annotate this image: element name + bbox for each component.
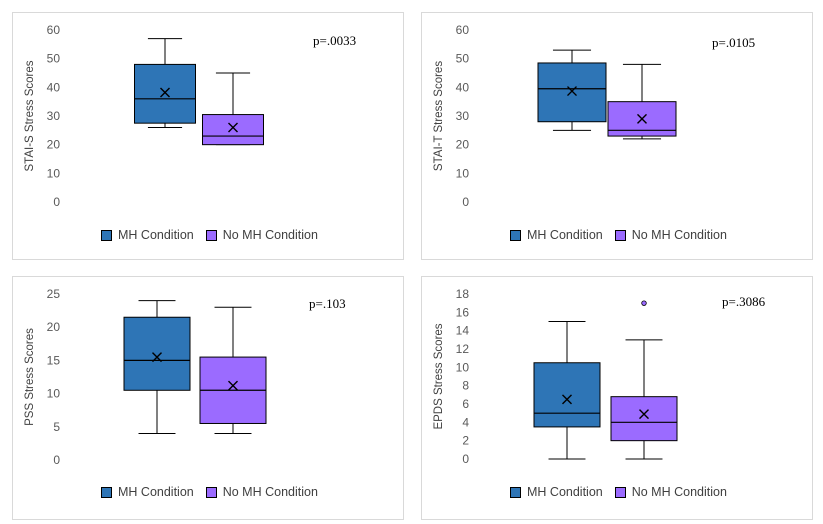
legend-item-mh: MH Condition bbox=[101, 485, 194, 499]
mean-marker-stroke bbox=[160, 87, 170, 98]
y-tick-label: 25 bbox=[47, 287, 61, 301]
legend-swatch-no-mh bbox=[205, 229, 217, 241]
mean-marker bbox=[567, 86, 577, 97]
p-value-annotation: p=.103 bbox=[309, 296, 346, 311]
outlier-point bbox=[641, 300, 647, 306]
pss-chart-panel: 0 5 10 15 20 25 PSS Stress Scores p=.103 MH Con… bbox=[12, 276, 404, 520]
y-tick-label: 2 bbox=[462, 434, 469, 448]
legend-swatch-mh bbox=[510, 229, 521, 241]
y-tick-label: 6 bbox=[462, 397, 469, 411]
y-tick-label: 20 bbox=[47, 138, 61, 152]
mean-marker bbox=[562, 394, 572, 405]
y-tick-label: 50 bbox=[456, 52, 470, 66]
box-iqr bbox=[134, 63, 196, 124]
legend-label-mh: MH Condition bbox=[527, 228, 603, 242]
box-iqr bbox=[610, 396, 678, 442]
y-axis-label: STAI-T Stress Scores bbox=[433, 61, 445, 171]
y-tick-label: 20 bbox=[456, 138, 470, 152]
box-iqr bbox=[202, 114, 264, 146]
legend-label-no-mh: No MH Condition bbox=[631, 485, 727, 499]
y-tick-label: 60 bbox=[47, 23, 61, 37]
y-tick-label: 8 bbox=[462, 379, 469, 393]
y-tick-label: 16 bbox=[456, 305, 470, 319]
y-tick-label: 30 bbox=[456, 109, 470, 123]
box-iqr bbox=[537, 62, 607, 123]
p-value-annotation: p=.0033 bbox=[313, 33, 356, 48]
epds-chart: 0 2 4 6 8 10 12 14 16 18 EPDS Stress Scores p=.3086 bbox=[433, 287, 766, 466]
y-tick-label: 30 bbox=[47, 109, 61, 123]
mean-marker bbox=[637, 113, 647, 124]
legend-label-mh: MH Condition bbox=[118, 228, 194, 242]
y-tick-label: 60 bbox=[456, 23, 470, 37]
stai-t-chart-panel: 0 10 20 30 40 50 60 STAI-T Stress Scores p=.0105… bbox=[421, 12, 813, 260]
y-tick-label: 0 bbox=[53, 195, 60, 209]
y-tick-label: 10 bbox=[47, 387, 61, 401]
legend-swatch-no-mh bbox=[205, 486, 217, 498]
mean-marker bbox=[152, 352, 162, 363]
stai-t-legend: MH Condition No MH Condition bbox=[510, 228, 739, 242]
legend-label-mh: MH Condition bbox=[118, 485, 194, 499]
y-tick-label: 14 bbox=[456, 324, 470, 338]
mean-marker bbox=[160, 87, 170, 98]
y-tick-label: 12 bbox=[456, 342, 470, 356]
p-value-annotation: p=.3086 bbox=[722, 294, 766, 309]
y-tick-label: 20 bbox=[47, 320, 61, 334]
legend-item-mh: MH Condition bbox=[510, 228, 603, 242]
legend-label-mh: MH Condition bbox=[527, 485, 603, 499]
legend-label-no-mh: No MH Condition bbox=[222, 485, 318, 499]
y-axis-label: PSS Stress Scores bbox=[24, 328, 36, 426]
stai-s-chart-panel: 0 10 20 30 40 50 60 STAI-S Stress Scores p=.0033… bbox=[12, 12, 404, 260]
epds-chart-panel: 0 2 4 6 8 10 12 14 16 18 EPDS Stress Scores p=.3086… bbox=[421, 276, 813, 520]
legend-item-mh: MH Condition bbox=[510, 485, 603, 499]
y-tick-label: 10 bbox=[456, 166, 470, 180]
y-tick-label: 40 bbox=[456, 80, 470, 94]
y-tick-label: 0 bbox=[462, 452, 469, 466]
mean-marker-stroke bbox=[228, 122, 238, 133]
legend-label-no-mh: No MH Condition bbox=[631, 228, 727, 242]
y-axis-label: STAI-S Stress Scores bbox=[24, 60, 36, 171]
mean-marker bbox=[639, 409, 649, 420]
mean-marker-stroke bbox=[567, 86, 577, 97]
y-tick-label: 10 bbox=[456, 360, 470, 374]
legend-item-mh: MH Condition bbox=[101, 228, 194, 242]
y-tick-label: 4 bbox=[462, 415, 469, 429]
legend-swatch-mh bbox=[101, 486, 112, 498]
mean-marker-stroke bbox=[152, 352, 162, 363]
legend-swatch-mh bbox=[101, 229, 112, 241]
mean-marker-stroke bbox=[562, 394, 572, 405]
epds-legend: MH Condition No MH Condition bbox=[510, 485, 739, 499]
mean-marker-stroke bbox=[228, 380, 238, 391]
y-tick-label: 40 bbox=[47, 80, 61, 94]
pss-chart: 0 5 10 15 20 25 PSS Stress Scores p=.103 bbox=[24, 287, 346, 467]
mean-marker bbox=[228, 122, 238, 133]
box-iqr bbox=[123, 316, 191, 391]
y-tick-label: 18 bbox=[456, 287, 470, 301]
y-tick-label: 0 bbox=[462, 195, 469, 209]
mean-marker bbox=[228, 380, 238, 391]
stai-s-chart: 0 10 20 30 40 50 60 STAI-S Stress Scores p=.0033 bbox=[24, 23, 356, 209]
y-tick-label: 15 bbox=[47, 353, 61, 367]
legend-item-no-mh: No MH Condition bbox=[614, 485, 727, 499]
legend-swatch-mh bbox=[510, 486, 521, 498]
legend-label-no-mh: No MH Condition bbox=[222, 228, 318, 242]
legend-item-no-mh: No MH Condition bbox=[614, 228, 727, 242]
y-tick-label: 50 bbox=[47, 52, 61, 66]
y-tick-label: 10 bbox=[47, 166, 61, 180]
stai-t-chart: 0 10 20 30 40 50 60 STAI-T Stress Scores p=.0105 bbox=[433, 23, 755, 209]
y-tick-label: 0 bbox=[53, 453, 60, 467]
pss-legend: MH Condition No MH Condition bbox=[101, 485, 330, 499]
legend-swatch-no-mh bbox=[614, 229, 626, 241]
mean-marker-stroke bbox=[639, 409, 649, 420]
stai-s-legend: MH Condition No MH Condition bbox=[101, 228, 330, 242]
y-tick-label: 5 bbox=[53, 420, 60, 434]
y-axis-label: EPDS Stress Scores bbox=[433, 323, 445, 429]
mean-marker-stroke bbox=[637, 113, 647, 124]
legend-item-no-mh: No MH Condition bbox=[205, 485, 318, 499]
p-value-annotation: p=.0105 bbox=[712, 35, 755, 50]
legend-swatch-no-mh bbox=[614, 486, 626, 498]
box-iqr bbox=[533, 362, 601, 428]
legend-item-no-mh: No MH Condition bbox=[205, 228, 318, 242]
